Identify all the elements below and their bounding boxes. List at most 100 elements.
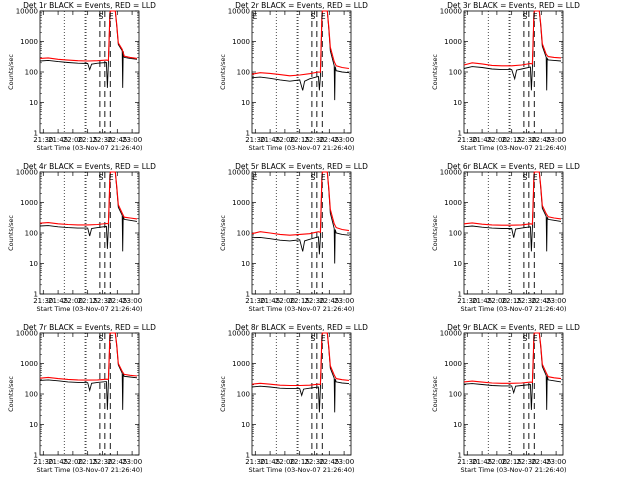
chart-title: Det 4r BLACK = Events, RED = LLD [23,162,156,171]
lld-series-line [251,10,350,77]
x-tick-label: 22:00 [275,297,295,305]
chart-panel: Det 4r BLACK = Events, RED = LLD 1 10 100 10… [7,162,156,313]
x-tick-label: 21:30 [457,297,477,305]
y-tick-label: 1000 [444,360,462,368]
x-tick-label: 22:45 [319,458,339,466]
y-axis-label: Counts/sec [7,215,15,251]
event-marker-label: S [99,12,104,21]
x-tick-label: 22:45 [531,297,551,305]
x-tick-label: 22:45 [531,136,551,144]
x-tick-label: 22:45 [107,297,127,305]
y-tick-label: 1000 [20,38,38,46]
y-tick-label: 1 [246,130,250,138]
event-marker-label: S [311,334,316,343]
y-tick-label: 1 [458,291,462,299]
y-tick-label: 1 [34,452,38,460]
x-tick-label: 22:00 [487,297,507,305]
y-tick-label: 10000 [440,8,462,16]
plot-frame [463,332,564,456]
x-axis-label: Start Time (03-Nov-07 21:26:40) [249,144,355,152]
lld-series-line [463,332,562,384]
x-tick-label: 22:00 [487,136,507,144]
chart-title: Det 5r BLACK = Events, RED = LLD [235,162,368,171]
x-tick-label: 23:00 [546,458,566,466]
y-tick-label: 100 [449,230,462,238]
x-tick-label: 22:00 [275,458,295,466]
y-tick-label: 100 [237,69,250,77]
x-tick-label: 22:30 [516,458,536,466]
plot-frame [463,171,564,295]
chart-title: Det 6r BLACK = Events, RED = LLD [447,162,580,171]
events-series-line [463,171,562,252]
x-tick-label: 23:00 [122,297,142,305]
x-tick-label: 22:30 [304,458,324,466]
x-tick-label: 22:15 [502,297,522,305]
event-marker-label: S [99,173,104,182]
events-series-line [251,332,350,413]
x-tick-label: 21:45 [48,458,68,466]
event-marker-label: E [253,12,258,21]
plot-frame [39,332,140,456]
y-tick-label: 100 [237,230,250,238]
x-tick-label: 23:00 [546,136,566,144]
y-tick-label: 1 [246,452,250,460]
x-tick-label: 21:30 [245,458,265,466]
x-tick-label: 22:15 [78,136,98,144]
plot-frame [463,10,564,134]
x-tick-label: 21:30 [457,136,477,144]
chart-title: Det 7r BLACK = Events, RED = LLD [23,323,156,332]
x-tick-label: 22:15 [290,458,310,466]
chart-title: Det 8r BLACK = Events, RED = LLD [235,323,368,332]
chart-panel: Det 1r BLACK = Events, RED = LLD 1 10 100 10… [7,1,156,152]
y-tick-label: 10 [453,421,462,429]
y-tick-label: 10000 [440,169,462,177]
y-axis-label: Counts/sec [431,54,439,90]
y-tick-label: 10000 [228,330,250,338]
event-marker-label: E [109,334,114,343]
y-axis-label: Counts/sec [219,215,227,251]
x-tick-label: 22:00 [275,136,295,144]
y-tick-label: 10000 [228,169,250,177]
event-marker-label: E [533,173,538,182]
y-tick-label: 10000 [440,330,462,338]
x-tick-label: 22:45 [107,136,127,144]
x-tick-label: 22:45 [319,136,339,144]
lld-series-line [251,332,350,387]
y-tick-label: 10 [453,99,462,107]
y-tick-label: 1 [458,130,462,138]
x-tick-label: 22:15 [78,297,98,305]
y-axis-label: Counts/sec [431,215,439,251]
events-series-line [251,171,350,264]
x-tick-label: 22:45 [107,458,127,466]
y-tick-label: 100 [25,69,38,77]
x-tick-label: 23:00 [122,458,142,466]
y-tick-label: 100 [449,391,462,399]
event-marker-label: S [311,12,316,21]
x-tick-label: 22:30 [304,297,324,305]
x-tick-label: 21:30 [33,136,53,144]
y-tick-label: 10 [241,260,250,268]
x-tick-label: 22:30 [516,297,536,305]
y-axis-label: Counts/sec [7,376,15,412]
y-tick-label: 1 [246,291,250,299]
y-tick-label: 1 [34,130,38,138]
x-tick-label: 21:45 [472,136,492,144]
lld-series-line [39,332,138,381]
x-axis-label: Start Time (03-Nov-07 21:26:40) [461,305,567,313]
events-series-line [39,171,138,252]
y-tick-label: 1000 [232,199,250,207]
x-tick-label: 22:45 [319,297,339,305]
event-marker-label: S [99,334,104,343]
x-tick-label: 22:30 [92,458,112,466]
event-marker-label: E [109,173,114,182]
x-tick-label: 22:15 [290,136,310,144]
chart-panel: Det 7r BLACK = Events, RED = LLD 1 10 100 10… [7,323,156,474]
y-axis-label: Counts/sec [219,376,227,412]
y-axis-label: Counts/sec [7,54,15,90]
events-series-line [251,10,350,101]
x-tick-label: 22:00 [63,297,83,305]
x-axis-label: Start Time (03-Nov-07 21:26:40) [249,305,355,313]
x-tick-label: 23:00 [334,297,354,305]
y-tick-label: 10000 [228,8,250,16]
y-tick-label: 10000 [16,330,38,338]
